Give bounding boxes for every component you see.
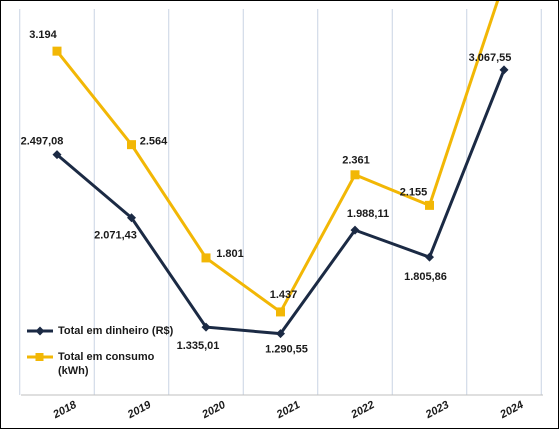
series-0-point-1: [127, 213, 136, 223]
series-0-point-5: [425, 252, 434, 262]
series-1-point-3: [276, 307, 285, 317]
series-1-label-1: 2.564: [140, 136, 168, 148]
x-tick-label-3: 2021: [274, 399, 302, 422]
legend: Total em dinheiro (R$) Total em consumo (k…: [27, 325, 174, 377]
series-0-label-2: 1.335,01: [177, 340, 220, 352]
series-layer: [52, 1, 509, 339]
series-0-point-6: [499, 65, 509, 75]
series-0-label-6: 3.067,55: [469, 52, 512, 64]
series-0-label-1: 2.071,43: [94, 230, 137, 242]
series-0-label-0: 2.497,08: [21, 135, 64, 147]
series-1-point-5: [425, 200, 434, 210]
series-0-label-4: 1.988,11: [347, 208, 389, 220]
x-tick-labels: 2018 2019 2020 2021 2022 2023 2024: [50, 398, 525, 421]
series-1-point-0: [52, 46, 62, 56]
series-1-point-1: [127, 140, 136, 150]
x-tick-label-5: 2023: [423, 399, 451, 422]
x-tick-label-2: 2020: [199, 398, 228, 421]
series-1-point-2: [201, 253, 211, 263]
series-0-point-3: [276, 329, 285, 339]
series-0-point-0: [52, 150, 62, 160]
series-0-label-5: 1.805,86: [404, 271, 447, 283]
x-tick-label-4: 2022: [348, 399, 376, 422]
series-1-point-4: [350, 170, 360, 180]
x-tick-label-1: 2019: [125, 398, 154, 421]
series-1-label-3: 1.437: [270, 289, 298, 301]
data-labels: 2.497,08 2.071,43 1.335,01 1.290,55 1.988,11…: [21, 29, 512, 356]
series-0-label-3: 1.290,55: [265, 344, 308, 356]
series-0-point-2: [201, 322, 211, 332]
series-1-label-2: 1.801: [216, 248, 244, 260]
series-1-label-5: 2.155: [400, 186, 428, 198]
series-1-label-4: 2.361: [342, 155, 370, 167]
legend-label-0: Total em dinheiro (R$): [58, 325, 174, 337]
x-tick-label-6: 2024: [497, 399, 525, 422]
series-1-label-0: 3.194: [29, 29, 57, 41]
legend-swatch-marker-0: [35, 326, 45, 336]
legend-label-1: Total em consumo (kWh): [58, 351, 155, 377]
series-0-point-4: [350, 225, 360, 235]
series-line-1: [55, 1, 500, 315]
x-tick-label-0: 2018: [50, 398, 79, 421]
legend-swatch-marker-1: [35, 353, 44, 361]
